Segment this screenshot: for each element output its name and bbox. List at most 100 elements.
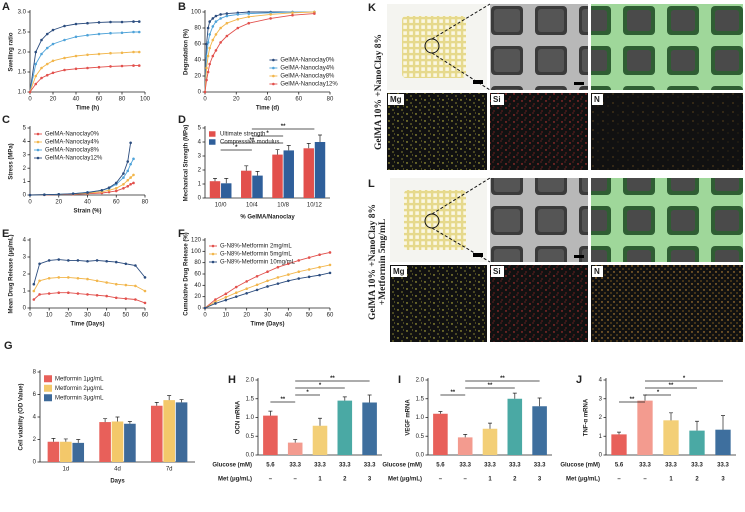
data-point <box>114 187 118 190</box>
series-line <box>29 65 140 93</box>
y-tick-label: 2.0 <box>246 378 255 384</box>
y-axis-label: VEGF mRNA <box>406 399 412 436</box>
data-point <box>122 176 125 179</box>
data-point <box>266 270 269 274</box>
x-tick-label: 40 <box>73 97 80 103</box>
bar <box>689 430 705 455</box>
data-point <box>38 279 41 283</box>
data-point <box>97 52 101 56</box>
data-point <box>32 282 36 286</box>
data-point <box>129 182 132 186</box>
row-value: 33.3 <box>691 463 703 469</box>
data-point <box>122 187 125 190</box>
data-point <box>236 26 240 30</box>
significance-label: ** <box>250 138 255 144</box>
scale-bar <box>574 82 584 85</box>
panel-letter: D <box>178 114 186 126</box>
data-point <box>297 270 301 274</box>
bar <box>252 175 263 198</box>
y-tick-label: 0 <box>23 193 27 199</box>
row-value: 1 <box>488 477 492 483</box>
data-point <box>105 281 108 284</box>
data-point <box>206 41 210 44</box>
legend-marker <box>211 252 215 256</box>
y-tick-label: 2.0 <box>416 378 425 384</box>
data-point <box>214 20 218 23</box>
y-axis-label: Cell viability (OD Value) <box>19 383 25 450</box>
x-tick-label: 30 <box>84 313 91 319</box>
data-point <box>40 52 43 56</box>
label-box <box>592 266 603 277</box>
bar <box>209 181 221 198</box>
row-value: – <box>294 477 298 483</box>
y-tick-label: 3.0 <box>18 10 27 16</box>
row-value: 33.3 <box>717 463 729 469</box>
y-tick-label: 0 <box>599 453 603 459</box>
significance-label: ** <box>500 376 505 382</box>
data-point <box>307 268 311 271</box>
data-point <box>51 71 55 75</box>
x-tick-label: 0 <box>28 97 32 103</box>
data-point <box>203 306 207 310</box>
legend-marker <box>36 148 40 152</box>
data-point <box>86 21 89 25</box>
x-tick-label: 60 <box>96 97 103 103</box>
data-point <box>143 276 147 279</box>
row-value: 33.3 <box>639 463 651 469</box>
significance-label: * <box>235 145 238 151</box>
map-label: Si <box>493 95 501 104</box>
data-point <box>76 259 80 262</box>
data-point <box>266 285 269 288</box>
data-point <box>28 90 32 94</box>
y-tick-label: 4 <box>198 140 202 146</box>
row-value: 3 <box>368 477 372 483</box>
data-point <box>318 265 321 269</box>
data-point <box>51 42 55 46</box>
significance-label: * <box>306 390 309 396</box>
x-axis-label: Time (Days) <box>71 322 105 328</box>
data-point <box>114 296 118 300</box>
significance-label: * <box>319 383 322 389</box>
element-map <box>591 265 743 342</box>
row-value: 5.6 <box>266 463 275 469</box>
y-axis-label: Swelling ratio <box>9 32 15 71</box>
bar <box>283 150 294 198</box>
y-axis-label: OCN mRNA <box>236 400 242 434</box>
data-point <box>287 279 290 283</box>
y-tick-label: 0 <box>198 90 202 96</box>
data-point <box>76 292 80 295</box>
x-tick-label: 0 <box>28 313 32 319</box>
data-point <box>211 54 215 58</box>
error-bar <box>167 395 172 401</box>
data-point <box>247 15 251 19</box>
x-axis-label: Strain (%) <box>73 209 101 215</box>
data-point <box>297 277 301 280</box>
bar <box>715 429 731 455</box>
data-point <box>225 14 229 18</box>
element-map <box>490 265 588 342</box>
data-point <box>45 32 49 36</box>
legend-label: GelMA-Nanoclay4% <box>45 140 100 146</box>
row-value: – <box>643 477 647 483</box>
y-tick-label: 1.0 <box>246 415 255 421</box>
y-tick-label: 1.0 <box>18 90 27 96</box>
y-axis-label: Stress (MPa) <box>9 143 15 179</box>
data-point <box>40 76 43 80</box>
row-label: Glucose (mM) <box>212 463 252 469</box>
data-point <box>328 271 332 275</box>
bar <box>507 398 523 455</box>
data-point <box>276 276 280 279</box>
data-point <box>236 13 240 16</box>
y-axis-label: TNF-α mRNA <box>584 398 590 436</box>
x-tick-label: 40 <box>103 313 110 319</box>
error-bar <box>669 412 673 421</box>
data-point <box>143 301 147 305</box>
data-point <box>95 279 99 283</box>
y-tick-label: 3 <box>599 396 603 402</box>
y-axis-label: Mean Drug Release (μg/mL) <box>9 234 15 313</box>
x-tick-label: 60 <box>113 200 120 206</box>
data-point <box>291 13 294 17</box>
data-point <box>122 182 125 186</box>
y-tick-label: 4 <box>23 238 27 244</box>
row-value: 33.3 <box>665 463 677 469</box>
